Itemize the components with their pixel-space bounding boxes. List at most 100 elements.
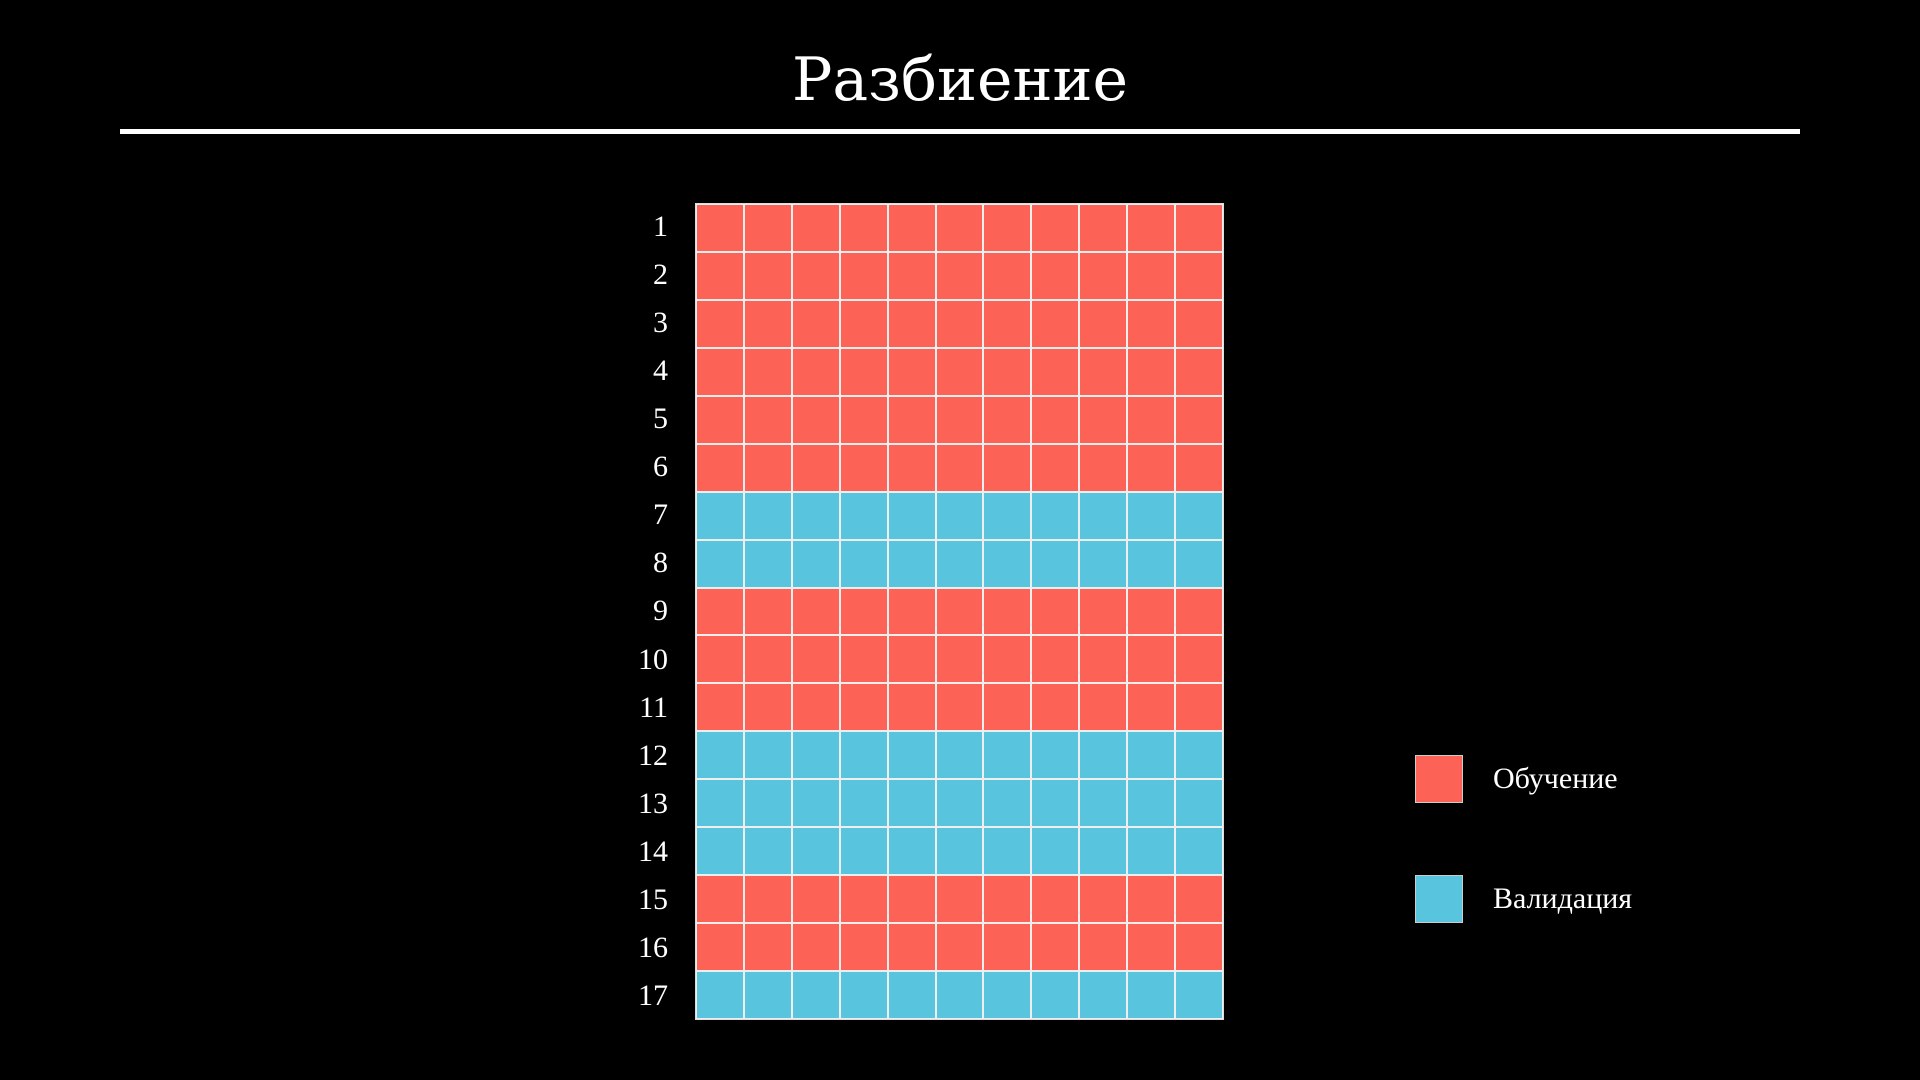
grid-cell-train <box>791 635 840 684</box>
grid-cell-train <box>743 251 792 300</box>
grid-cell-train <box>887 347 936 396</box>
grid-cell-validation <box>1127 827 1176 876</box>
grid-cell-validation <box>1127 779 1176 828</box>
grid-cell-train <box>1031 204 1080 252</box>
row-label: 17 <box>638 978 668 1012</box>
grid-cell-train <box>935 395 984 444</box>
grid-cell-train <box>839 443 888 492</box>
legend-swatch-validation <box>1415 875 1463 923</box>
grid-cell-validation <box>983 779 1032 828</box>
grid-cell-train <box>839 923 888 972</box>
grid-cell-train <box>1079 443 1128 492</box>
grid-cell-train <box>1127 204 1176 252</box>
grid-cell-train <box>791 204 840 252</box>
grid-cell-validation <box>839 779 888 828</box>
grid-cell-validation <box>743 827 792 876</box>
grid-cell-validation <box>935 779 984 828</box>
grid-cell-train <box>839 251 888 300</box>
grid-cell-train <box>696 251 744 300</box>
grid-cell-validation <box>1031 491 1080 540</box>
grid-cell-validation <box>1079 779 1128 828</box>
grid-cell-validation <box>1079 731 1128 780</box>
grid-cell-train <box>935 204 984 252</box>
grid-cell-train <box>1031 347 1080 396</box>
grid-cell-train <box>743 204 792 252</box>
grid-cell-train <box>743 875 792 924</box>
grid-cell-validation <box>791 539 840 588</box>
grid-cell-train <box>839 587 888 636</box>
grid-cell-validation <box>1031 827 1080 876</box>
grid-cell-train <box>983 251 1032 300</box>
grid-cell-validation <box>983 491 1032 540</box>
row-label: 3 <box>653 306 668 340</box>
row-label: 7 <box>653 498 668 532</box>
grid-cell-train <box>696 347 744 396</box>
grid-cell-train <box>1079 204 1128 252</box>
grid-cell-train <box>1127 347 1176 396</box>
grid-cell-train <box>935 347 984 396</box>
grid-cell-validation <box>696 539 744 588</box>
grid-cell-train <box>887 635 936 684</box>
grid-cell-train <box>791 587 840 636</box>
grid-cell-validation <box>791 779 840 828</box>
row-label: 10 <box>638 642 668 676</box>
grid-cell-train <box>1031 683 1080 732</box>
grid-cell-train <box>1031 635 1080 684</box>
row-label: 16 <box>638 930 668 964</box>
grid-cell-train <box>1175 347 1223 396</box>
grid-cell-train <box>1175 587 1223 636</box>
grid-cell-train <box>839 347 888 396</box>
grid-cell-train <box>1175 683 1223 732</box>
row-label: 12 <box>638 738 668 772</box>
grid-cell-train <box>935 875 984 924</box>
grid-cell-validation <box>1079 827 1128 876</box>
grid-cell-train <box>1031 875 1080 924</box>
grid-cell-train <box>696 299 744 348</box>
grid-cell-train <box>1079 347 1128 396</box>
grid-cell-train <box>1175 635 1223 684</box>
grid-cell-train <box>935 635 984 684</box>
row-label: 5 <box>653 402 668 436</box>
grid-cell-validation <box>1031 731 1080 780</box>
grid-cell-train <box>935 923 984 972</box>
grid-cell-validation <box>839 971 888 1019</box>
grid-cell-train <box>935 683 984 732</box>
grid-cell-validation <box>887 971 936 1019</box>
grid-cell-validation <box>696 827 744 876</box>
grid-cell-train <box>935 299 984 348</box>
grid-cell-validation <box>1175 827 1223 876</box>
grid-cell-train <box>791 443 840 492</box>
grid-cell-train <box>696 635 744 684</box>
grid-cell-train <box>983 635 1032 684</box>
grid-cell-train <box>743 635 792 684</box>
legend-label-validation: Валидация <box>1493 882 1633 915</box>
grid-cell-train <box>839 683 888 732</box>
grid-cell-train <box>839 875 888 924</box>
split-grid <box>695 203 1224 1020</box>
grid-cell-train <box>696 395 744 444</box>
grid-cell-validation <box>743 779 792 828</box>
grid-cell-validation <box>743 539 792 588</box>
grid-cell-train <box>1079 395 1128 444</box>
grid-cell-train <box>887 587 936 636</box>
grid-cell-train <box>1127 251 1176 300</box>
grid-cell-train <box>1031 395 1080 444</box>
grid-cell-train <box>743 347 792 396</box>
grid-cell-train <box>1175 204 1223 252</box>
grid-cell-train <box>935 251 984 300</box>
grid-cell-validation <box>791 827 840 876</box>
grid-cell-train <box>791 923 840 972</box>
grid-cell-train <box>1031 923 1080 972</box>
grid-cell-train <box>696 443 744 492</box>
row-label: 15 <box>638 882 668 916</box>
grid-cell-train <box>1127 587 1176 636</box>
grid-cell-train <box>1127 683 1176 732</box>
grid-cell-validation <box>696 779 744 828</box>
grid-cell-validation <box>839 539 888 588</box>
slide-title: Разбиение <box>792 45 1128 115</box>
grid-cell-train <box>743 299 792 348</box>
grid-cell-train <box>935 587 984 636</box>
grid-cell-validation <box>743 971 792 1019</box>
grid-cell-validation <box>1127 539 1176 588</box>
row-labels: 1 2 3 4 5 6 7 8 9 10 11 12 13 14 15 16 17 <box>600 203 668 1020</box>
